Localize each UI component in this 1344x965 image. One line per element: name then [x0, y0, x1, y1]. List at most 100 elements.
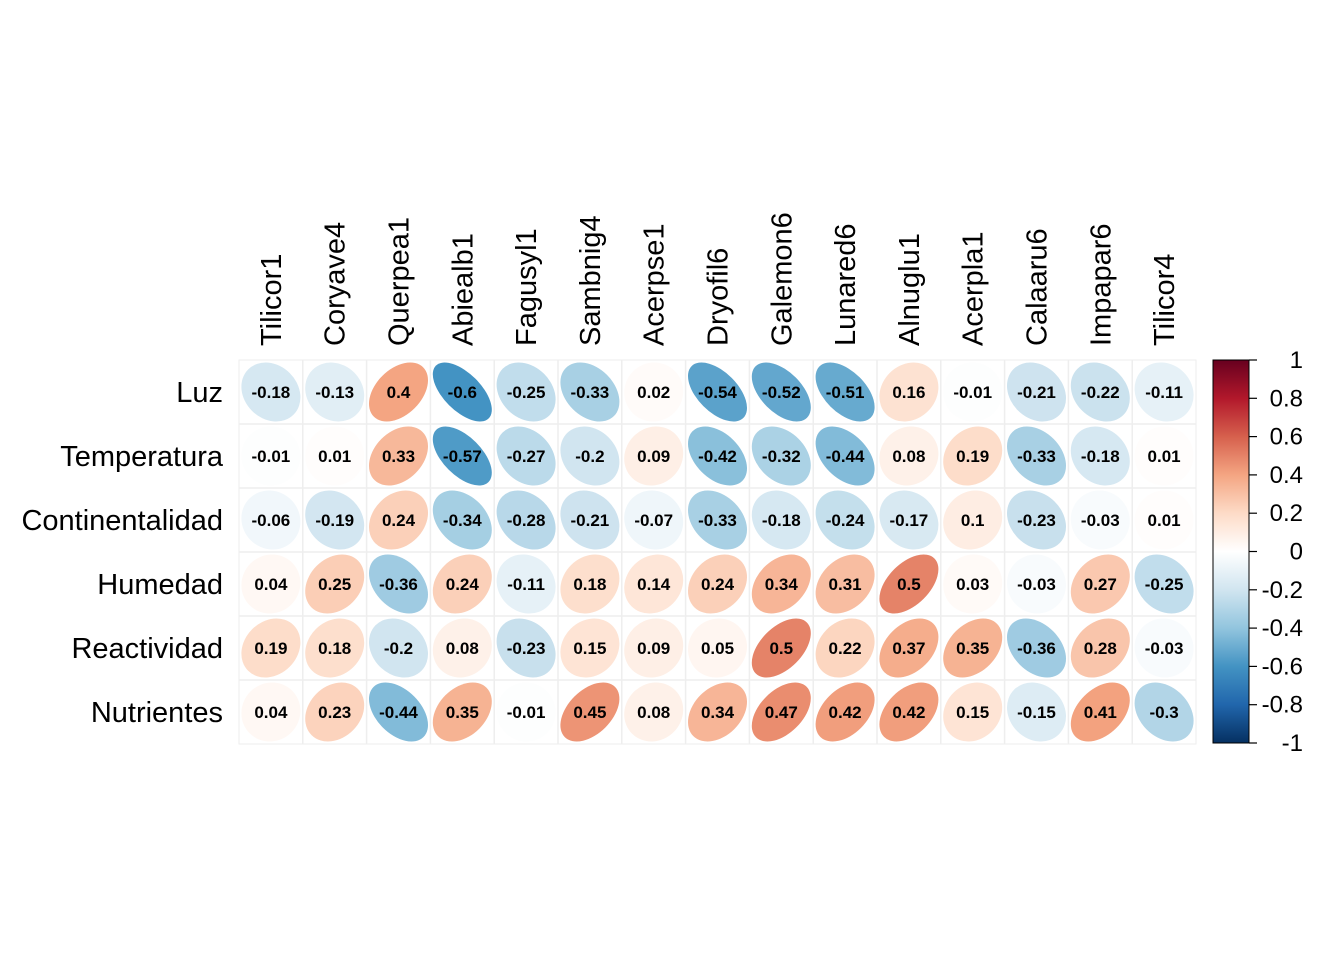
cell-value-label: -0.18	[1081, 447, 1120, 466]
ellipse-mark	[368, 682, 429, 742]
ellipse-mark	[368, 618, 429, 678]
ellipse-mark	[305, 426, 365, 486]
cell-value-label: -0.2	[384, 639, 413, 658]
ellipse-mark	[943, 554, 1003, 614]
ellipse-mark	[687, 682, 748, 742]
ellipse-mark	[305, 362, 365, 422]
cell-value-label: -0.3	[1149, 703, 1178, 722]
ellipse-mark	[241, 490, 301, 550]
ellipse-mark	[496, 682, 556, 742]
cell-value-label: -0.11	[1145, 383, 1183, 402]
ellipse-mark	[815, 618, 875, 678]
cell-value-label: -0.01	[252, 447, 291, 466]
cell-value-label: 0.09	[637, 447, 670, 466]
ellipse-mark	[369, 362, 428, 422]
legend-tick-label: -0.6	[1262, 653, 1303, 680]
cell-value-label: -0.03	[1017, 575, 1056, 594]
cell-value-label: 0.19	[254, 639, 287, 658]
ellipse-mark	[751, 490, 811, 550]
ellipse-mark	[1134, 682, 1194, 742]
ellipse-mark	[624, 618, 684, 678]
ellipse-mark	[496, 490, 556, 550]
cell-value-label: 0.04	[254, 703, 288, 722]
ellipse-mark	[1070, 618, 1130, 678]
column-label: Dryofil6	[703, 248, 735, 346]
column-label: Alnuglu1	[894, 233, 926, 346]
cell-value-label: -0.24	[826, 511, 865, 530]
ellipse-mark	[496, 618, 556, 678]
ellipse-mark	[1006, 490, 1067, 550]
cell-value-label: 0.23	[318, 703, 351, 722]
ellipse-mark	[1070, 554, 1130, 614]
ellipse-mark	[560, 362, 620, 422]
column-label: Impapar6	[1085, 223, 1117, 346]
ellipse-mark	[879, 426, 939, 486]
cell-value-label: -0.17	[890, 511, 929, 530]
cell-value-label: 0.42	[829, 703, 862, 722]
cell-value-label: 0.18	[573, 575, 606, 594]
column-label: Fagusyl1	[511, 228, 543, 346]
cell-value-label: 0.37	[892, 639, 925, 658]
cell-value-label: -0.06	[252, 511, 291, 530]
ellipse-mark	[305, 682, 365, 742]
ellipse-mark	[369, 554, 428, 614]
cell-value-label: 0.27	[1084, 575, 1117, 594]
legend-tick-label: 0.6	[1270, 424, 1303, 451]
ellipse-mark	[496, 554, 556, 614]
ellipse-mark	[751, 682, 811, 742]
ellipse-mark	[751, 426, 811, 486]
ellipse-mark	[496, 362, 556, 422]
cell-value-label: -0.23	[1017, 511, 1056, 530]
column-label: Lunared6	[830, 223, 862, 346]
cell-value-label: 0.42	[892, 703, 925, 722]
cell-value-label: 0.47	[765, 703, 798, 722]
ellipse-mark	[815, 554, 875, 614]
cell-value-label: 0.22	[829, 639, 862, 658]
ellipse-mark	[624, 490, 684, 550]
ellipse-mark	[751, 554, 811, 614]
cell-value-label: 0.08	[637, 703, 670, 722]
ellipse-mark	[560, 682, 620, 742]
cell-value-label: -0.44	[826, 447, 865, 466]
ellipse-mark	[943, 426, 1003, 486]
cell-value-label: 0.01	[318, 447, 351, 466]
column-label: Galemon6	[766, 212, 798, 346]
legend-tick-label: 0.2	[1270, 500, 1303, 527]
ellipse-mark	[432, 618, 492, 678]
column-label: Tilicor1	[256, 254, 288, 346]
cell-value-label: -0.32	[762, 447, 801, 466]
ellipse-mark	[432, 554, 492, 614]
ellipse-mark	[1006, 426, 1067, 486]
cell-value-label: 0.01	[1148, 447, 1181, 466]
cell-value-label: -0.27	[507, 447, 546, 466]
legend-tick-label: -0.2	[1262, 577, 1303, 604]
ellipse-mark	[879, 362, 939, 422]
ellipse-mark	[1134, 490, 1194, 550]
cell-value-label: 0.05	[701, 639, 734, 658]
cell-value-label: 0.35	[446, 703, 479, 722]
ellipse-mark	[879, 682, 939, 742]
ellipse-mark	[560, 490, 620, 550]
cell-value-label: 0.08	[892, 447, 925, 466]
cell-value-label: 0.41	[1084, 703, 1117, 722]
ellipse-mark	[1006, 682, 1067, 742]
cell-value-label: 0.24	[446, 575, 480, 594]
ellipse-mark	[560, 618, 620, 678]
ellipse-mark	[1134, 618, 1194, 678]
cell-value-label: -0.54	[698, 383, 737, 402]
cell-value-label: -0.42	[698, 447, 737, 466]
ellipse-marks	[241, 362, 1194, 742]
cell-value-label: -0.01	[507, 703, 546, 722]
ellipse-mark	[368, 490, 429, 550]
cell-value-label: 0.33	[382, 447, 415, 466]
cell-value-label: -0.23	[507, 639, 546, 658]
ellipse-mark	[624, 426, 684, 486]
cell-value-label: 0.25	[318, 575, 351, 594]
cell-value-label: -0.36	[379, 575, 418, 594]
cell-value-label: 0.19	[956, 447, 989, 466]
ellipse-mark	[815, 682, 875, 742]
ellipse-mark	[879, 618, 939, 678]
cell-values: -0.18 -0.13 0.4 -0.6 -0.25 -0.33 0.02 -0.54 -0.5…	[252, 383, 1184, 722]
column-label: Coryave4	[320, 222, 352, 346]
